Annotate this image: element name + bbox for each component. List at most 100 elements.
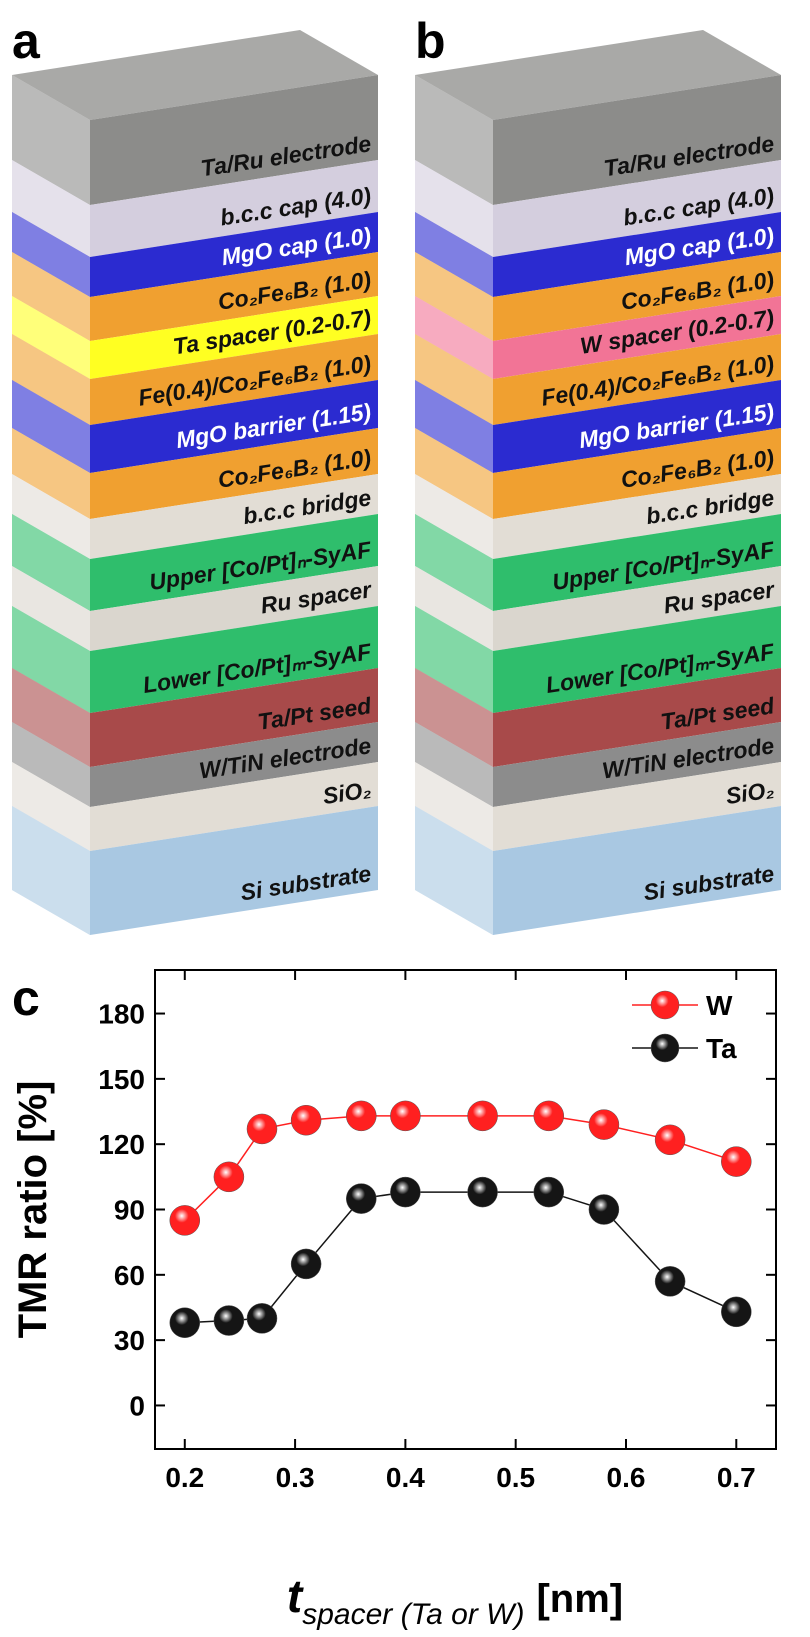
layer-front <box>493 806 781 935</box>
layer-front <box>493 514 781 611</box>
layer-side-shade <box>12 566 90 651</box>
x-label-unit: [nm] <box>536 1577 623 1621</box>
data-point <box>346 1183 377 1214</box>
layer-side-shade <box>415 806 493 935</box>
layer-side-shade <box>12 380 90 473</box>
data-point <box>290 1104 322 1136</box>
layer-side <box>12 514 90 611</box>
layer-side-shade <box>415 606 493 713</box>
layer-side <box>12 160 90 257</box>
layer-front <box>90 75 378 205</box>
series-line <box>184 1191 737 1324</box>
layer-side <box>12 806 90 935</box>
layer-side-shade <box>12 668 90 767</box>
layer-side-shade <box>415 252 493 341</box>
panel-label: a <box>12 13 41 69</box>
layer-side-shade <box>415 296 493 379</box>
legend-label: Ta <box>706 1033 737 1064</box>
x-tick-label: 0.2 <box>165 1462 204 1493</box>
layer-side <box>415 722 493 807</box>
y-axis-label: TMR ratio [%] <box>11 1081 55 1339</box>
layer-side <box>415 212 493 297</box>
layer-side <box>12 668 90 767</box>
data-point <box>588 1194 620 1225</box>
data-point <box>169 1205 201 1236</box>
layer-side-shade <box>12 75 90 205</box>
layer-side <box>415 296 493 379</box>
layer-side <box>12 566 90 651</box>
x-tick-label: 0.7 <box>717 1462 756 1493</box>
layer-front <box>493 296 781 379</box>
layer-front <box>493 474 781 559</box>
layer-side <box>415 806 493 935</box>
data-point <box>654 1266 686 1297</box>
data-point <box>290 1248 322 1280</box>
y-tick-label: 120 <box>98 1129 145 1160</box>
data-point <box>213 1161 245 1193</box>
data-point <box>654 1124 686 1156</box>
layer-side-shade <box>415 380 493 473</box>
layer-side <box>415 668 493 767</box>
layer-front <box>90 428 378 519</box>
layer-side-shade <box>415 334 493 425</box>
y-tick-label: 0 <box>129 1390 145 1421</box>
layer-side <box>415 762 493 851</box>
x-tick-label: 0.5 <box>496 1462 535 1493</box>
data-point <box>169 1307 201 1338</box>
data-point <box>246 1113 278 1145</box>
layer-front <box>90 722 378 807</box>
layer-front <box>90 380 378 473</box>
layer-front <box>493 606 781 713</box>
layer-front <box>90 514 378 611</box>
data-point <box>467 1176 498 1208</box>
layer-front <box>90 160 378 257</box>
data-point <box>390 1100 421 1132</box>
layer-side <box>12 474 90 559</box>
layer-front <box>493 566 781 651</box>
layer-side-shade <box>12 474 90 559</box>
data-point <box>721 1146 752 1177</box>
layer-side <box>12 75 90 205</box>
y-tick-label: 150 <box>98 1064 145 1095</box>
layer-side <box>12 428 90 519</box>
layer-side <box>415 566 493 651</box>
panel-label: c <box>12 970 40 1026</box>
layer-front <box>493 75 781 205</box>
layer-side <box>415 75 493 205</box>
layer-side-shade <box>12 296 90 379</box>
legend-label: W <box>706 990 733 1021</box>
layer-side <box>415 428 493 519</box>
layer-side <box>12 762 90 851</box>
plot-frame <box>154 969 777 1450</box>
layer-side-shade <box>415 722 493 807</box>
chart: c 0 30 60 90 120 150 180 0.2 0.3 0.4 0.5 0.6 0.7 TMR r… <box>11 969 777 1631</box>
y-tick-label: 90 <box>114 1195 145 1226</box>
layer-side-shade <box>415 668 493 767</box>
layer-side-shade <box>415 474 493 559</box>
layer-front <box>493 252 781 341</box>
layer-side <box>415 160 493 257</box>
layer-side-shade <box>12 212 90 297</box>
x-tick-label: 0.3 <box>276 1462 315 1493</box>
layer-side-shade <box>415 566 493 651</box>
layer-side <box>12 722 90 807</box>
layer-front <box>90 334 378 425</box>
layer-side-shade <box>415 160 493 257</box>
data-point <box>588 1109 620 1140</box>
layer-side-shade <box>415 514 493 611</box>
layer-side-shade <box>12 722 90 807</box>
layer-front <box>493 160 781 257</box>
x-tick-label: 0.6 <box>607 1462 646 1493</box>
layer-front <box>90 668 378 767</box>
layer-front <box>493 212 781 297</box>
layer-side-shade <box>12 606 90 713</box>
layer-front <box>493 334 781 425</box>
layer-side <box>12 380 90 473</box>
layer-side-shade <box>12 334 90 425</box>
data-point <box>533 1176 565 1208</box>
x-label-subscript: spacer (Ta or W) <box>302 1598 524 1631</box>
layer-side <box>12 252 90 341</box>
top-face <box>12 30 378 120</box>
